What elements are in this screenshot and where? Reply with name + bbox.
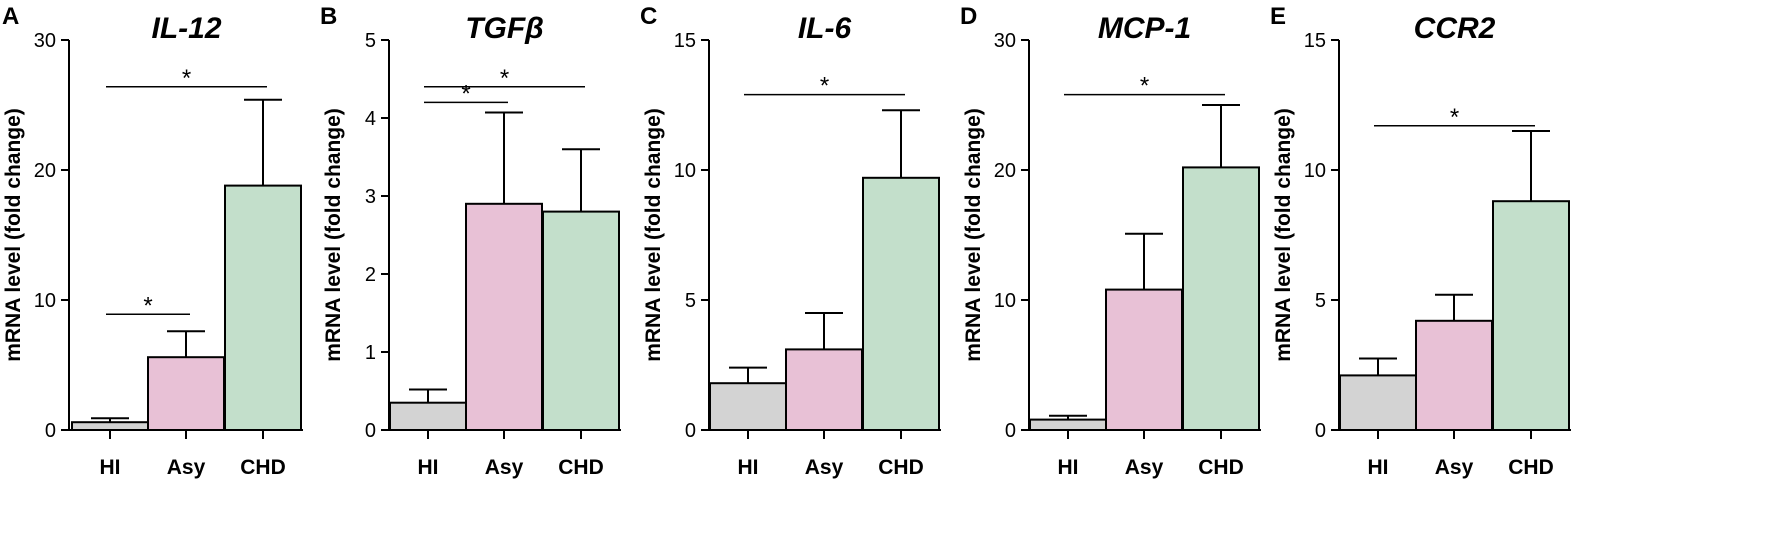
bar-hi [1339,374,1417,431]
y-tick-label: 0 [685,420,696,442]
y-tick-label: 10 [1304,160,1326,182]
panel-letter: E [1270,3,1286,30]
chart-panel-d: D MCP-1 mRNA level (fold change) 0 10 20 30 HI A… [960,3,1261,479]
significance-star: * [500,65,509,92]
bar-hi [71,421,149,432]
y-axis-label: mRNA level (fold change) [322,108,345,362]
x-tick-label: HI [418,456,439,479]
y-tick-label: 0 [45,420,56,442]
chart-panel-e: E CCR2 mRNA level (fold change) 0 5 10 15 HI Asy… [1270,3,1571,479]
chart-title: IL-12 [151,12,221,45]
panel-letter: A [2,3,19,30]
y-tick-label: 20 [34,160,56,182]
y-tick-label: 0 [365,420,376,442]
y-tick-label: 15 [1304,30,1326,52]
x-tick-label: CHD [878,456,924,479]
y-tick-label: 0 [1005,420,1016,442]
chart-panel-a: A IL-12 mRNA level (fold change) 0 10 20 30 HI A… [2,3,303,479]
y-tick-label: 5 [1315,290,1326,312]
significance-star: * [182,65,191,92]
x-tick-label: Asy [485,456,524,479]
y-tick-label: 10 [34,290,56,312]
x-tick-label: Asy [1125,456,1164,479]
y-tick-label: 5 [685,290,696,312]
x-tick-label: CHD [240,456,286,479]
bar-hi [389,401,467,432]
x-tick-label: Asy [1435,456,1474,479]
bar-asy [147,356,225,432]
y-tick-label: 0 [1315,420,1326,442]
x-tick-label: HI [738,456,759,479]
x-tick-label: CHD [558,456,604,479]
y-tick-label: 10 [674,160,696,182]
bar-hi [1029,418,1107,432]
significance-star: * [1140,73,1149,100]
y-tick-label: 1 [365,342,376,364]
y-tick-label: 20 [994,160,1016,182]
y-tick-label: 3 [365,186,376,208]
x-tick-label: Asy [167,456,206,479]
chart-title: MCP-1 [1098,12,1191,45]
y-axis-label: mRNA level (fold change) [1272,108,1295,362]
bar-asy [1105,288,1183,431]
bar-asy [785,348,863,431]
chart-title: IL-6 [798,12,852,45]
x-tick-label: HI [100,456,121,479]
bar-chd [542,210,620,431]
y-tick-label: 4 [365,108,376,130]
bar-asy [1415,319,1493,431]
x-tick-label: HI [1058,456,1079,479]
y-tick-label: 5 [365,30,376,52]
panel-letter: B [320,3,337,30]
y-tick-label: 15 [674,30,696,52]
chart-panel-b: B TGFβ mRNA level (fold change) 0 1 2 3 4 5 HI Asy… [320,3,621,479]
panel-letter: D [960,3,977,30]
bar-asy [465,202,543,431]
y-axis-label: mRNA level (fold change) [2,108,25,362]
y-axis-label: mRNA level (fold change) [642,108,665,362]
significance-star: * [461,80,470,107]
panel-letter: C [640,3,657,30]
y-tick-label: 2 [365,264,376,286]
significance-star: * [143,292,152,319]
y-tick-label: 30 [994,30,1016,52]
x-tick-label: HI [1368,456,1389,479]
bar-hi [709,382,787,432]
x-tick-label: CHD [1508,456,1554,479]
x-tick-label: Asy [805,456,844,479]
y-axis-label: mRNA level (fold change) [962,108,985,362]
chart-panel-c: C IL-6 mRNA level (fold change) 0 5 10 15 HI Asy… [640,3,941,479]
bar-chd [862,176,940,431]
chart-title: TGFβ [465,12,544,45]
significance-star: * [1450,104,1459,131]
x-tick-label: CHD [1198,456,1244,479]
bar-chd [1492,200,1570,431]
y-tick-label: 10 [994,290,1016,312]
significance-star: * [820,73,829,100]
chart-title: CCR2 [1414,12,1496,45]
y-tick-label: 30 [34,30,56,52]
bar-chd [224,184,302,431]
bar-chd [1182,166,1260,431]
